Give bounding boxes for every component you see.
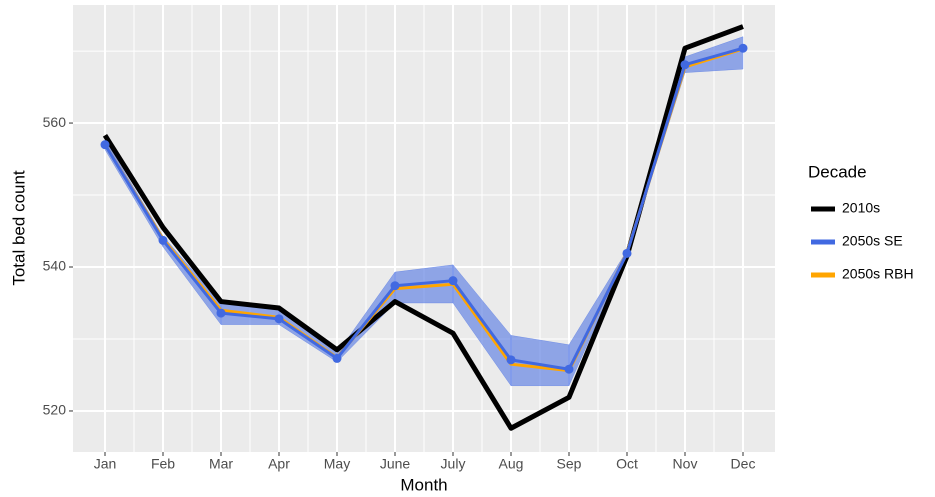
- x-tick-label: Aug: [499, 456, 524, 472]
- data-point: [390, 281, 400, 291]
- y-tick-label: 540: [43, 258, 67, 274]
- data-point: [332, 353, 342, 363]
- series-line: [103, 46, 744, 371]
- y-axis-title: Total bed count: [9, 170, 28, 286]
- data-point: [448, 276, 458, 286]
- x-tick-label: June: [380, 456, 411, 472]
- data-point: [158, 235, 168, 245]
- x-tick-label: Apr: [268, 456, 290, 472]
- data-point: [274, 314, 284, 324]
- data-point: [622, 248, 632, 258]
- x-tick-label: July: [441, 456, 466, 472]
- x-tick-label: Dec: [731, 456, 756, 472]
- x-tick-label: Mar: [209, 456, 233, 472]
- x-tick-label: Sep: [557, 456, 582, 472]
- x-axis-title: Month: [400, 475, 447, 494]
- y-tick-label: 520: [43, 402, 67, 418]
- x-tick-label: Jan: [94, 456, 117, 472]
- x-tick-label: May: [324, 456, 350, 472]
- data-point: [506, 355, 516, 365]
- x-tick-label: Nov: [673, 456, 698, 472]
- data-point: [100, 140, 110, 150]
- data-point: [738, 43, 748, 53]
- data-point: [216, 308, 226, 318]
- legend-title: Decade: [808, 162, 867, 181]
- legend-label: 2050s RBH: [842, 266, 914, 282]
- x-tick-label: Oct: [616, 456, 638, 472]
- y-tick-label: 560: [43, 114, 67, 130]
- x-tick-label: Feb: [151, 456, 175, 472]
- legend-label: 2010s: [842, 200, 880, 216]
- data-point: [564, 364, 574, 374]
- data-point: [680, 60, 690, 70]
- legend-label: 2050s SE: [842, 233, 903, 249]
